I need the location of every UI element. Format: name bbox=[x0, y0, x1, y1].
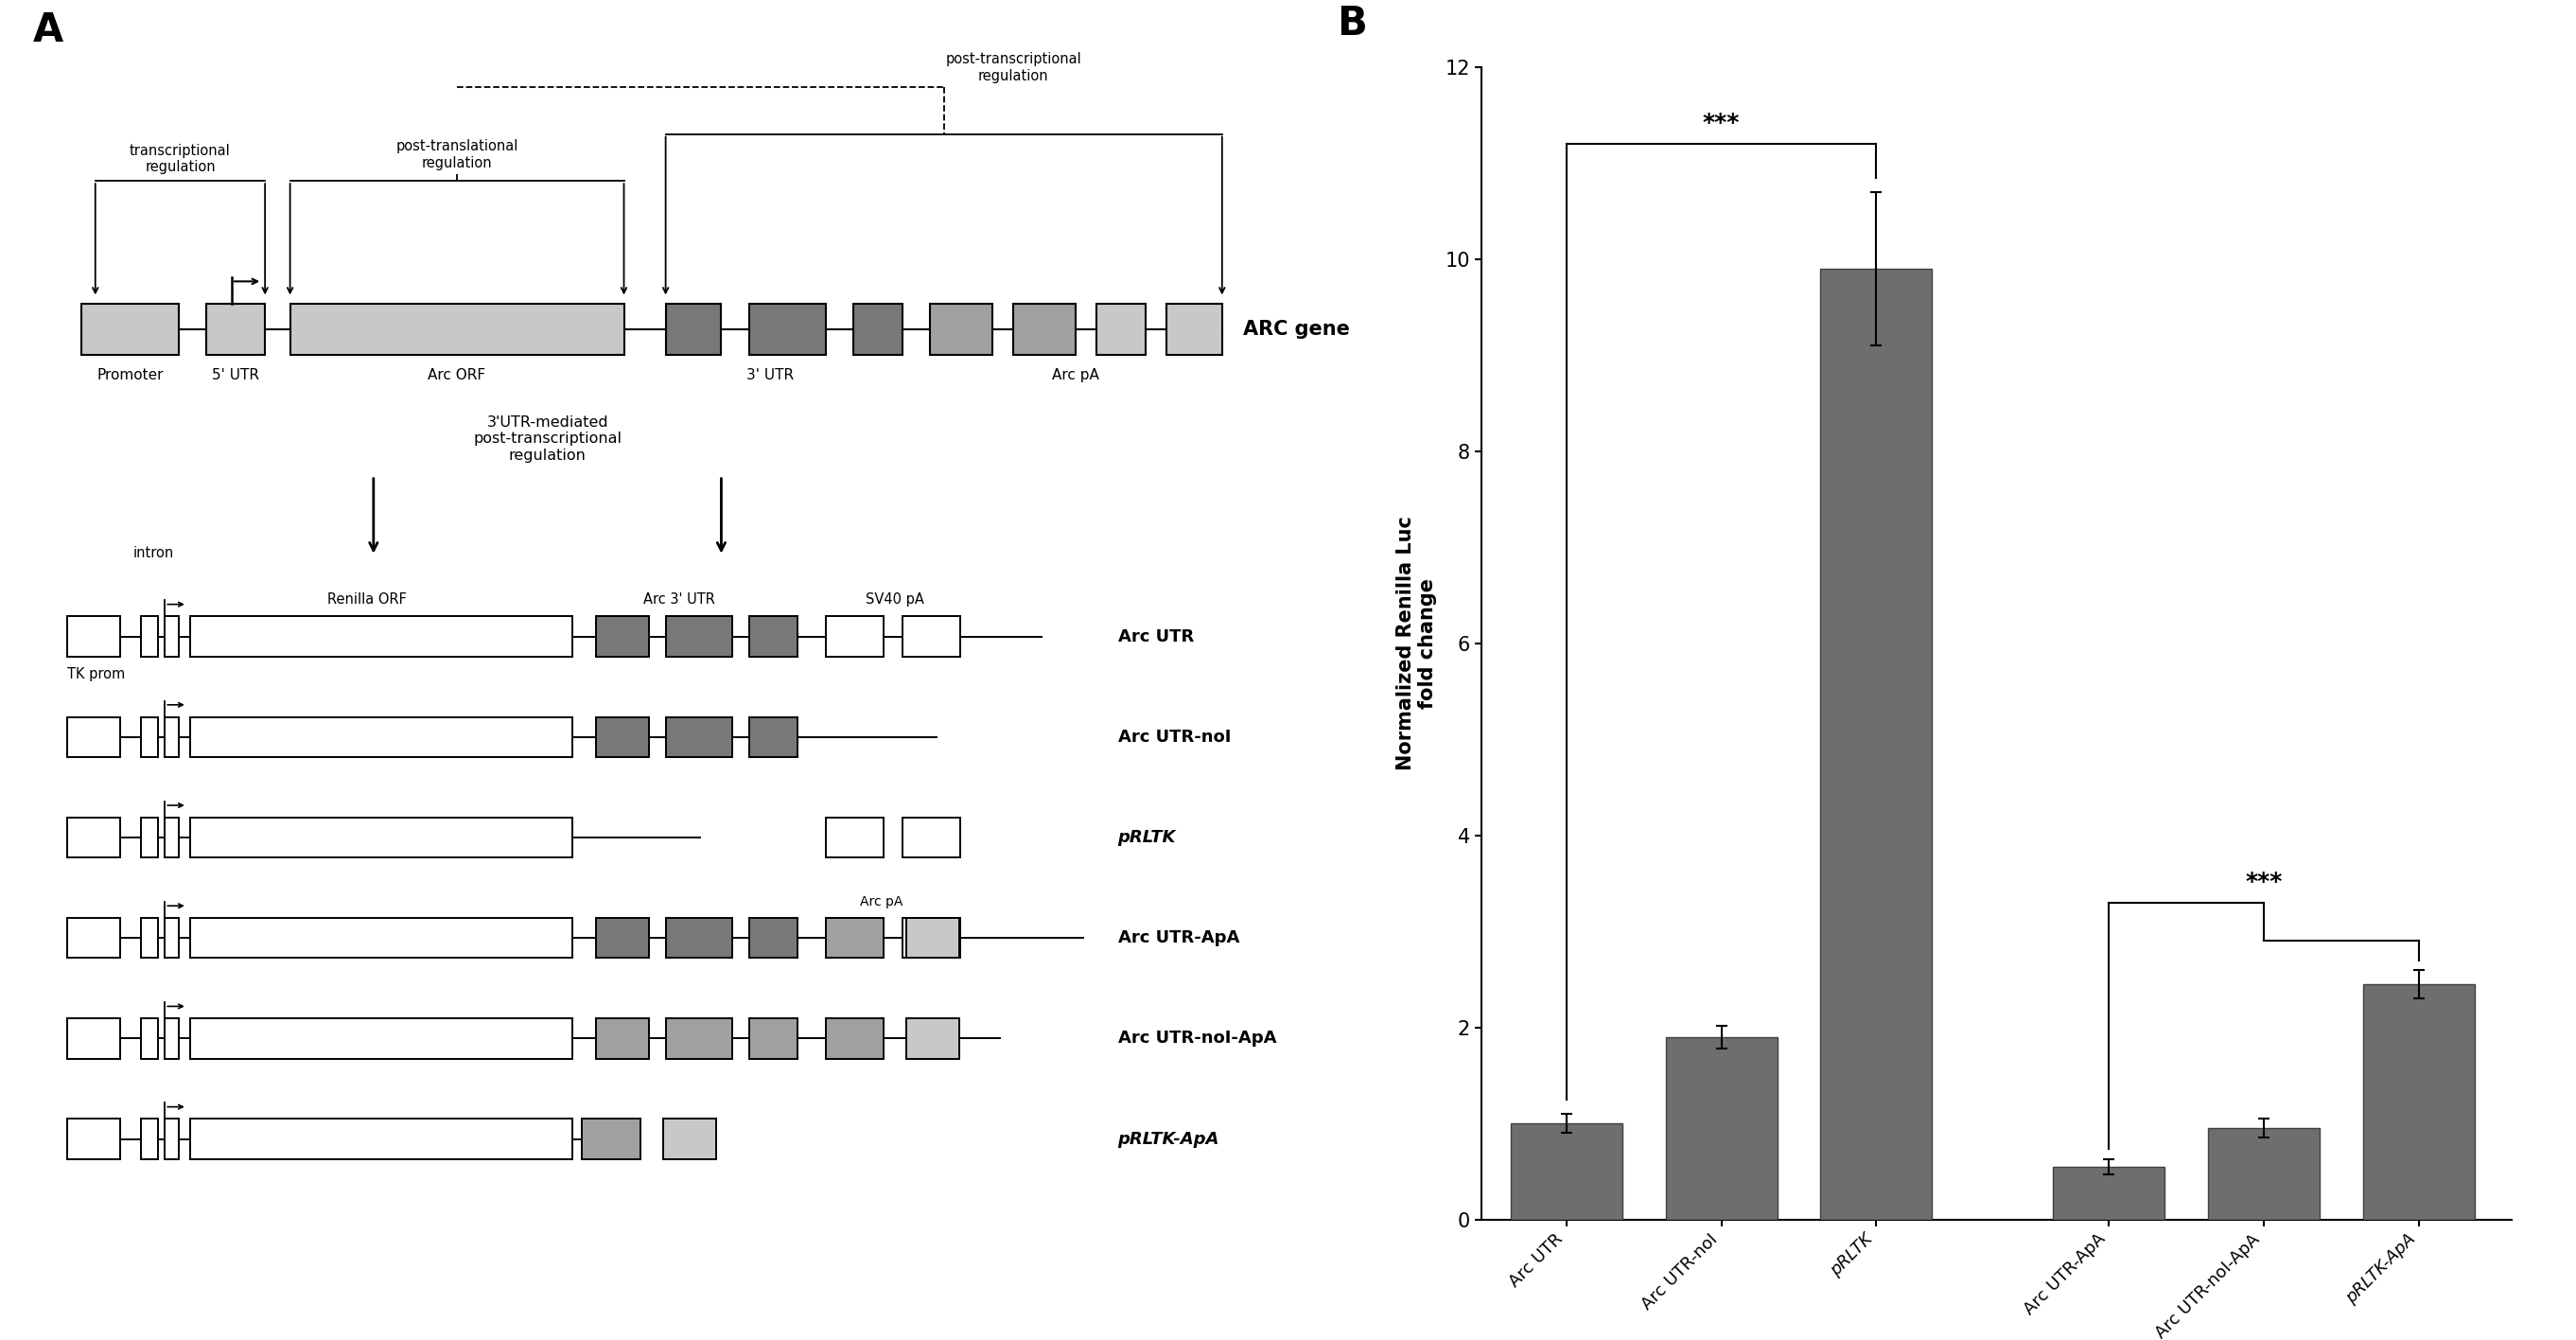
Bar bbox=[665, 918, 732, 958]
Bar bbox=[595, 616, 649, 657]
Bar bbox=[191, 616, 572, 657]
Bar bbox=[142, 616, 157, 657]
Bar bbox=[824, 616, 884, 657]
Bar bbox=[1167, 304, 1221, 355]
Bar bbox=[824, 918, 884, 958]
Text: Arc UTR-ApA: Arc UTR-ApA bbox=[1118, 930, 1239, 946]
Bar bbox=[662, 1119, 716, 1159]
Bar bbox=[907, 1018, 958, 1059]
Bar bbox=[1821, 269, 1932, 1219]
Text: SV40 pA: SV40 pA bbox=[866, 592, 925, 607]
Bar bbox=[67, 616, 121, 657]
Text: ***: *** bbox=[1703, 111, 1739, 134]
Bar bbox=[165, 817, 178, 858]
Bar bbox=[67, 1018, 121, 1059]
Bar bbox=[165, 1018, 178, 1059]
Bar bbox=[191, 717, 572, 757]
Bar bbox=[665, 304, 721, 355]
Text: ***: *** bbox=[2246, 870, 2282, 892]
Bar bbox=[142, 1018, 157, 1059]
Text: TK prom: TK prom bbox=[67, 667, 126, 682]
Bar bbox=[1097, 304, 1146, 355]
Bar bbox=[1012, 304, 1077, 355]
Text: Arc UTR: Arc UTR bbox=[1118, 628, 1193, 645]
Text: 3'UTR-mediated
post-transcriptional
regulation: 3'UTR-mediated post-transcriptional regu… bbox=[474, 415, 621, 462]
Bar bbox=[595, 1018, 649, 1059]
Text: Arc UTR-noI: Arc UTR-noI bbox=[1118, 729, 1231, 745]
Bar bbox=[750, 304, 824, 355]
Bar bbox=[902, 616, 961, 657]
Bar bbox=[165, 1119, 178, 1159]
Text: Arc 3' UTR: Arc 3' UTR bbox=[644, 592, 716, 607]
Bar bbox=[750, 918, 799, 958]
Bar bbox=[824, 817, 884, 858]
Bar bbox=[665, 616, 732, 657]
Text: Arc ORF: Arc ORF bbox=[428, 369, 487, 383]
Bar bbox=[82, 304, 178, 355]
Bar bbox=[165, 717, 178, 757]
Bar bbox=[2053, 1167, 2164, 1219]
Text: transcriptional
regulation: transcriptional regulation bbox=[129, 143, 232, 174]
Text: pRLTK: pRLTK bbox=[1118, 829, 1175, 846]
Bar bbox=[191, 817, 572, 858]
Text: post-transcriptional
regulation: post-transcriptional regulation bbox=[945, 52, 1082, 83]
Bar bbox=[930, 304, 992, 355]
Bar bbox=[750, 717, 799, 757]
Text: ARC gene: ARC gene bbox=[1242, 320, 1350, 339]
Bar bbox=[595, 918, 649, 958]
Bar bbox=[142, 1119, 157, 1159]
Bar bbox=[2362, 984, 2476, 1219]
Bar bbox=[191, 1119, 572, 1159]
Bar bbox=[907, 918, 958, 958]
Bar bbox=[67, 817, 121, 858]
Bar bbox=[750, 616, 799, 657]
Bar bbox=[191, 1018, 572, 1059]
Text: 3' UTR: 3' UTR bbox=[747, 369, 793, 383]
Bar bbox=[206, 304, 265, 355]
Bar bbox=[142, 817, 157, 858]
Text: Arc UTR-noI-ApA: Arc UTR-noI-ApA bbox=[1118, 1030, 1275, 1047]
Bar bbox=[142, 918, 157, 958]
Text: B: B bbox=[1337, 4, 1368, 44]
Bar bbox=[1510, 1123, 1623, 1219]
Bar bbox=[1667, 1037, 1777, 1219]
Bar bbox=[191, 918, 572, 958]
Bar bbox=[824, 918, 884, 958]
Bar bbox=[595, 717, 649, 757]
Text: Arc pA: Arc pA bbox=[1054, 369, 1100, 383]
Bar bbox=[67, 717, 121, 757]
Bar bbox=[291, 304, 623, 355]
Bar bbox=[824, 1018, 884, 1059]
Bar bbox=[902, 918, 961, 958]
Text: 5' UTR: 5' UTR bbox=[211, 369, 260, 383]
Bar bbox=[165, 616, 178, 657]
Text: Promoter: Promoter bbox=[98, 369, 162, 383]
Bar bbox=[67, 1119, 121, 1159]
Bar bbox=[665, 717, 732, 757]
Bar bbox=[665, 1018, 732, 1059]
Text: pRLTK-ApA: pRLTK-ApA bbox=[1118, 1131, 1218, 1147]
Bar bbox=[2208, 1128, 2318, 1219]
Bar bbox=[853, 304, 902, 355]
Bar bbox=[582, 1119, 641, 1159]
Text: Renilla ORF: Renilla ORF bbox=[327, 592, 407, 607]
Bar bbox=[67, 918, 121, 958]
Y-axis label: Normalized Renilla Luc
fold change: Normalized Renilla Luc fold change bbox=[1396, 516, 1437, 770]
Bar bbox=[165, 918, 178, 958]
Bar bbox=[142, 717, 157, 757]
Text: A: A bbox=[33, 11, 64, 51]
Text: intron: intron bbox=[134, 545, 175, 560]
Bar bbox=[902, 817, 961, 858]
Text: post-translational
regulation: post-translational regulation bbox=[397, 139, 518, 170]
Text: Arc pA: Arc pA bbox=[860, 895, 902, 909]
Bar bbox=[750, 1018, 799, 1059]
